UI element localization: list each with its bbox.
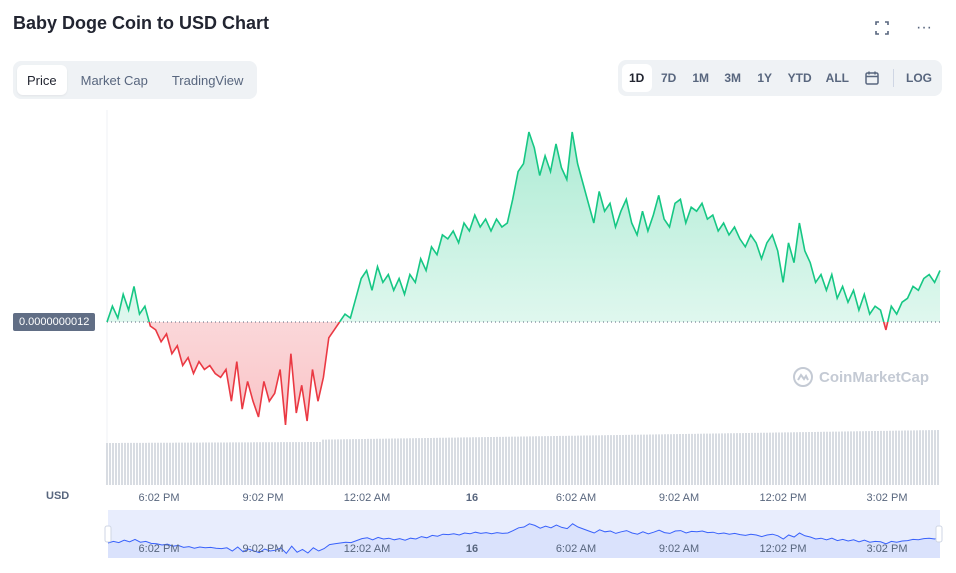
calendar-icon[interactable] [857, 64, 887, 92]
navigator-tick-label: 6:02 PM [139, 543, 180, 555]
coinmarketcap-logo-icon [793, 367, 813, 387]
x-tick-label: 6:02 AM [556, 492, 596, 504]
fullscreen-icon[interactable] [872, 18, 892, 38]
navigator-tick-label: 9:02 PM [243, 543, 284, 555]
navigator-line [107, 523, 941, 555]
range-divider [893, 69, 894, 87]
x-tick-label: 6:02 PM [139, 492, 180, 504]
x-tick-label: 12:02 AM [344, 492, 390, 504]
tab-price[interactable]: Price [17, 65, 67, 95]
price-line-up [106, 131, 941, 322]
navigator-tick-label: 3:02 PM [867, 543, 908, 555]
time-range-selector: 1D 7D 1M 3M 1Y YTD ALL LOG [617, 60, 942, 96]
range-1m[interactable]: 1M [692, 71, 709, 85]
x-tick-label: 9:02 AM [659, 492, 699, 504]
chart-actions: ··· [872, 18, 934, 38]
x-tick-label: 12:02 PM [759, 492, 806, 504]
chart-type-tabs: Price Market Cap TradingView [13, 61, 258, 99]
navigator-tick-label: 9:02 AM [659, 543, 699, 555]
current-price-badge: 0.0000000012 [13, 313, 96, 331]
range-3m[interactable]: 3M [724, 71, 741, 85]
chart-title: Baby Doge Coin to USD Chart [13, 13, 270, 33]
watermark: CoinMarketCap [792, 366, 929, 388]
range-all[interactable]: ALL [825, 71, 849, 85]
range-1y[interactable]: 1Y [757, 71, 773, 85]
price-line-down [107, 322, 889, 425]
watermark-text: CoinMarketCap [819, 368, 930, 386]
more-icon[interactable]: ··· [916, 19, 932, 36]
navigator-tick-label: 16 [466, 543, 478, 555]
price-area-up [107, 132, 940, 322]
tab-market-cap[interactable]: Market Cap [80, 72, 148, 88]
x-tick-label: 16 [466, 492, 478, 504]
x-tick-label: 9:02 PM [243, 492, 284, 504]
navigator-tick-label: 12:02 AM [344, 543, 390, 555]
x-tick-label: 3:02 PM [867, 492, 908, 504]
navigator-handle-left[interactable] [104, 525, 112, 543]
range-7d[interactable]: 7D [661, 71, 677, 85]
currency-label: USD [46, 490, 70, 502]
navigator-tick-label: 6:02 AM [556, 543, 596, 555]
navigator-tick-label: 12:02 PM [759, 543, 806, 555]
tab-tradingview[interactable]: TradingView [171, 72, 244, 88]
range-ytd[interactable]: YTD [787, 71, 812, 85]
range-1d[interactable]: 1D [621, 64, 652, 92]
navigator-handle-right[interactable] [935, 525, 943, 543]
price-area-down [107, 322, 940, 425]
log-scale-toggle[interactable]: LOG [906, 71, 932, 85]
